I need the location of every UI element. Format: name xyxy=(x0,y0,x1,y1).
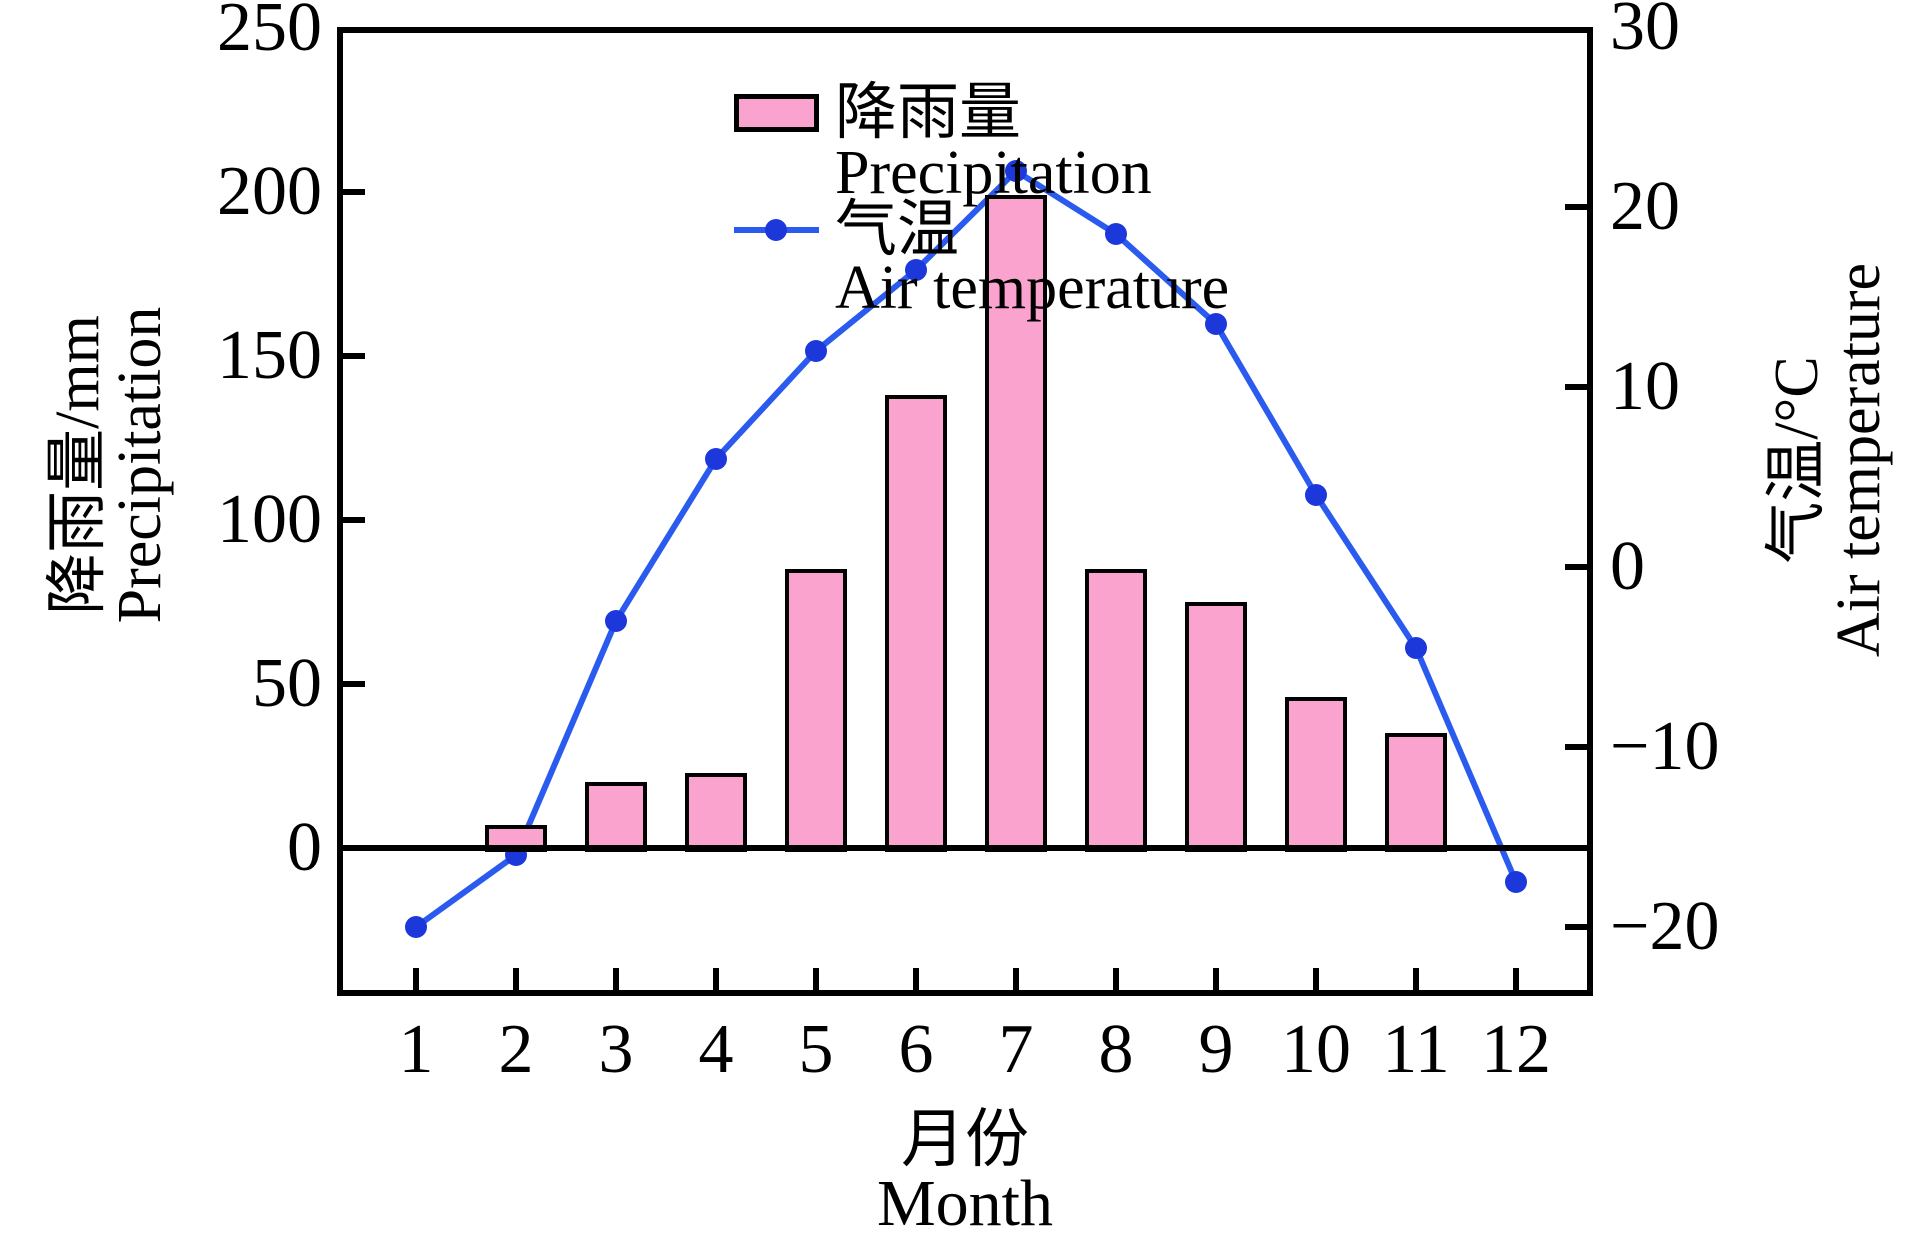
right-axis-title: 气温/°C Air temperature xyxy=(1763,80,1896,840)
month-tick-5 xyxy=(813,968,819,990)
plot-area: 降雨量 Precipitation 气温 Air temperature xyxy=(337,27,1593,996)
left-axis-title-zh: 降雨量/mm xyxy=(44,315,112,615)
left-axis-title: 降雨量/mm Precipitation xyxy=(44,105,177,825)
right-axis-label-20: 20 xyxy=(1610,168,1680,245)
month-tick-11 xyxy=(1413,968,1419,990)
temperature-legend-marker xyxy=(765,219,787,241)
month-label-1: 1 xyxy=(398,1011,434,1088)
precip-bar-month-4 xyxy=(685,773,747,852)
precip-bar-month-5 xyxy=(785,569,847,852)
precip-bar-month-11 xyxy=(1385,733,1447,852)
temperature-line xyxy=(414,167,1519,930)
month-tick-6 xyxy=(913,968,919,990)
left-tick-200 xyxy=(343,189,365,195)
month-tick-2 xyxy=(513,968,519,990)
legend-precipitation-label-en: Precipitation xyxy=(835,139,1152,207)
left-axis-label-200: 200 xyxy=(217,153,322,230)
month-tick-3 xyxy=(613,968,619,990)
month-tick-8 xyxy=(1113,968,1119,990)
temp-marker-month-3 xyxy=(605,610,627,632)
month-tick-12 xyxy=(1513,968,1519,990)
left-axis-label-100: 100 xyxy=(217,481,322,558)
right-axis-label-30: 30 xyxy=(1610,0,1680,65)
right-axis-label--20: −20 xyxy=(1610,888,1720,965)
month-label-5: 5 xyxy=(798,1011,834,1088)
month-tick-1 xyxy=(413,968,419,990)
month-label-7: 7 xyxy=(998,1011,1034,1088)
right-axis-title-en: Air temperature xyxy=(1825,262,1893,658)
month-tick-4 xyxy=(713,968,719,990)
precip-bar-month-3 xyxy=(585,782,647,852)
precip-bar-month-9 xyxy=(1185,602,1247,852)
right-axis-label-0: 0 xyxy=(1610,528,1645,605)
zero-precipitation-line xyxy=(337,845,1593,851)
temp-marker-month-7 xyxy=(1005,160,1027,182)
left-axis-label-250: 250 xyxy=(217,0,322,66)
right-tick-20 xyxy=(1565,204,1587,210)
temp-marker-month-11 xyxy=(1405,637,1427,659)
month-label-3: 3 xyxy=(598,1011,634,1088)
legend-temperature-label-zh: 气温 xyxy=(835,196,960,264)
month-label-2: 2 xyxy=(498,1011,534,1088)
precip-bar-month-10 xyxy=(1285,697,1347,852)
month-label-12: 12 xyxy=(1481,1011,1551,1088)
month-tick-7 xyxy=(1013,968,1019,990)
right-tick--10 xyxy=(1565,744,1587,750)
month-label-11: 11 xyxy=(1382,1011,1450,1088)
temp-marker-month-1 xyxy=(405,916,427,938)
month-label-6: 6 xyxy=(898,1011,934,1088)
temp-marker-month-4 xyxy=(705,448,727,470)
left-tick-150 xyxy=(343,353,365,359)
right-axis-label--10: −10 xyxy=(1610,708,1720,785)
legend-precipitation-label-zh: 降雨量 xyxy=(835,79,1022,147)
temperature-line-layer xyxy=(405,160,1527,938)
month-label-9: 9 xyxy=(1198,1011,1234,1088)
left-axis-title-en: Precipitation xyxy=(106,306,174,624)
precip-bar-month-6 xyxy=(885,395,947,852)
left-tick-100 xyxy=(343,517,365,523)
right-axis-title-zh: 气温/°C xyxy=(1763,356,1831,564)
left-axis-label-0: 0 xyxy=(287,809,322,886)
right-axis-label-10: 10 xyxy=(1610,348,1680,425)
month-tick-10 xyxy=(1313,968,1319,990)
month-label-8: 8 xyxy=(1098,1011,1134,1088)
temp-marker-month-5 xyxy=(805,340,827,362)
x-axis-title-zh: 月份 xyxy=(901,1104,1029,1175)
temp-marker-month-10 xyxy=(1305,484,1327,506)
temp-marker-month-8 xyxy=(1105,223,1127,245)
temp-marker-month-6 xyxy=(905,259,927,281)
right-tick-0 xyxy=(1565,564,1587,570)
precip-bar-month-8 xyxy=(1085,569,1147,852)
right-tick-10 xyxy=(1565,384,1587,390)
left-axis-label-50: 50 xyxy=(252,645,322,722)
right-tick--20 xyxy=(1565,924,1587,930)
precipitation-legend-swatch xyxy=(734,94,819,132)
month-tick-9 xyxy=(1213,968,1219,990)
left-tick-50 xyxy=(343,681,365,687)
month-label-10: 10 xyxy=(1281,1011,1351,1088)
precip-bar-month-7 xyxy=(985,195,1047,852)
legend-temperature-label-en: Air temperature xyxy=(835,254,1230,322)
left-axis-label-150: 150 xyxy=(217,317,322,394)
x-axis-title-en: Month xyxy=(876,1167,1054,1240)
month-label-4: 4 xyxy=(698,1011,734,1088)
temp-marker-month-12 xyxy=(1505,871,1527,893)
temp-marker-month-9 xyxy=(1205,313,1227,335)
